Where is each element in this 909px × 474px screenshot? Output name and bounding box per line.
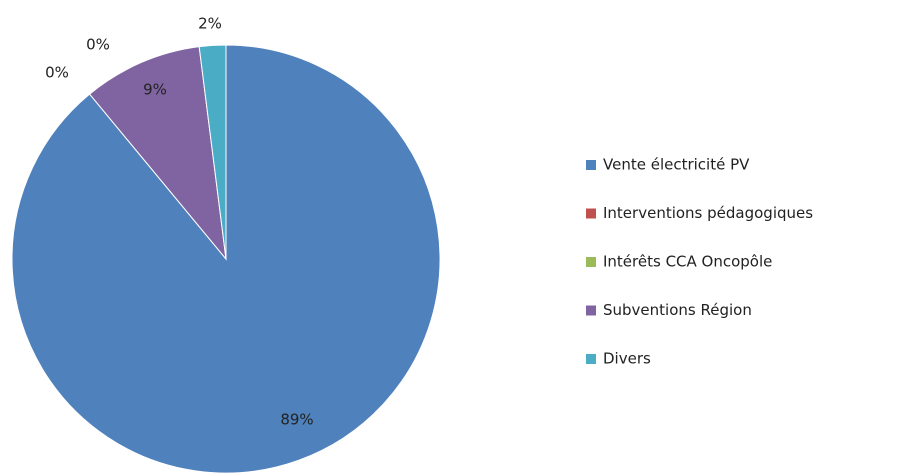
pie-slice: [198, 44, 227, 260]
legend-swatch: [586, 208, 596, 219]
legend-swatch: [586, 305, 596, 316]
legend-label: Intérêts CCA Oncopôle: [603, 253, 772, 271]
legend-label: Interventions pédagogiques: [603, 204, 813, 222]
legend-swatch: [586, 160, 596, 170]
pie-slice: [88, 46, 227, 261]
data-label: 0%: [86, 36, 110, 54]
data-label: 2%: [198, 15, 222, 33]
legend-label: Subventions Région: [603, 301, 752, 319]
data-label: 89%: [280, 411, 313, 429]
legend-label: Divers: [603, 350, 651, 368]
data-label: 9%: [143, 81, 167, 99]
legend-swatch: [586, 354, 596, 364]
legend-label: Vente électricité PV: [603, 156, 750, 174]
data-label: 0%: [45, 64, 69, 82]
legend-swatch: [586, 257, 596, 267]
